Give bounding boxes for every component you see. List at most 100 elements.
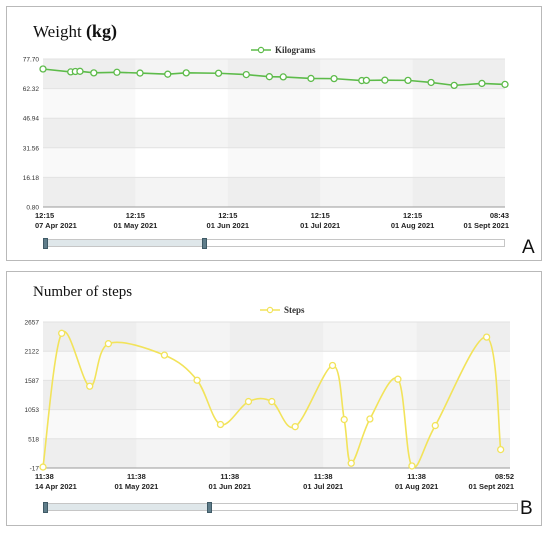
- weight-x-tick-date: 07 Apr 2021: [35, 221, 77, 230]
- weight-x-tick-time: 12:15: [403, 211, 422, 220]
- steps-data-point[interactable]: [394, 375, 402, 383]
- steps-x-tick-time: 11:38: [35, 472, 54, 481]
- steps-data-point[interactable]: [291, 423, 299, 431]
- weight-y-tick-label: 62.32: [23, 86, 40, 93]
- weight-data-point[interactable]: [76, 67, 84, 75]
- weight-grid-band: [43, 118, 505, 148]
- weight-y-tick-label: 77.70: [23, 57, 40, 64]
- weight-navigator-left-handle[interactable]: [43, 238, 48, 249]
- steps-data-point[interactable]: [366, 415, 374, 423]
- steps-x-tick-time: 11:38: [220, 472, 239, 481]
- weight-legend[interactable]: Kilograms: [251, 45, 316, 55]
- weight-panel: Weight (kg) Kilograms 77.70 62.32 46.94 31.…: [6, 6, 542, 261]
- weight-x-tick-time: 12:15: [218, 211, 237, 220]
- weight-data-point[interactable]: [265, 73, 274, 81]
- steps-navigator-right-handle[interactable]: [206, 502, 212, 513]
- steps-data-point[interactable]: [497, 445, 505, 454]
- steps-legend[interactable]: Steps: [260, 305, 305, 315]
- steps-y-tick-label: 1053: [25, 407, 40, 414]
- steps-navigator-range[interactable]: [44, 504, 210, 510]
- weight-grid-band: [43, 177, 505, 207]
- weight-data-point[interactable]: [136, 69, 144, 77]
- steps-x-tick-time: 11:38: [127, 472, 146, 481]
- steps-data-point[interactable]: [39, 463, 47, 471]
- weight-data-point[interactable]: [404, 76, 412, 85]
- steps-navigator-left-handle[interactable]: [43, 502, 48, 513]
- steps-data-point[interactable]: [58, 329, 66, 337]
- steps-data-point[interactable]: [86, 382, 94, 390]
- weight-grid-column: [413, 59, 505, 207]
- weight-legend-label: Kilograms: [275, 45, 316, 55]
- steps-grid-band: [43, 380, 510, 410]
- weight-x-tick-time: 12:15: [126, 211, 145, 220]
- weight-y-tick-label: 31.56: [23, 145, 40, 152]
- weight-data-point[interactable]: [427, 78, 435, 87]
- weight-legend-marker-icon: [251, 46, 271, 54]
- weight-data-point[interactable]: [362, 76, 371, 85]
- weight-y-tick-label: 46.94: [23, 116, 40, 123]
- weight-navigator-right-handle[interactable]: [202, 238, 207, 249]
- steps-data-point[interactable]: [340, 415, 348, 424]
- weight-data-point[interactable]: [113, 68, 121, 76]
- weight-data-point[interactable]: [450, 81, 458, 90]
- weight-range-navigator[interactable]: [43, 238, 505, 249]
- steps-data-point[interactable]: [482, 333, 491, 341]
- steps-x-tick-date: 01 Aug 2021: [395, 482, 439, 491]
- weight-x-tick-date: 01 May 2021: [114, 221, 158, 230]
- steps-data-point[interactable]: [244, 397, 253, 406]
- weight-x-tick-date: 01 Jun 2021: [207, 221, 250, 230]
- steps-data-point[interactable]: [193, 376, 201, 384]
- steps-grid-band: [43, 322, 510, 352]
- weight-x-tick-time: 12:15: [311, 211, 330, 220]
- steps-data-point[interactable]: [104, 340, 113, 348]
- panel-label-a: A: [522, 237, 535, 258]
- steps-range-navigator[interactable]: [43, 502, 518, 513]
- weight-data-point[interactable]: [478, 79, 486, 88]
- steps-grid-column: [43, 322, 136, 468]
- steps-y-tick-label: -17: [30, 466, 40, 473]
- weight-data-point[interactable]: [182, 69, 190, 77]
- steps-y-tick-label: 2122: [25, 349, 40, 356]
- steps-y-tick-label: 518: [28, 436, 39, 443]
- steps-data-point[interactable]: [431, 421, 439, 430]
- weight-x-tick-date: 01 Sept 2021: [464, 221, 509, 230]
- weight-data-point[interactable]: [90, 69, 98, 77]
- weight-data-point[interactable]: [381, 76, 389, 84]
- steps-data-point[interactable]: [268, 397, 276, 406]
- steps-legend-label: Steps: [284, 305, 305, 315]
- weight-x-tick-time: 12:15: [35, 211, 54, 220]
- weight-chart-title: Weight (kg): [33, 21, 117, 42]
- steps-y-tick-label: 1587: [25, 378, 40, 385]
- weight-y-tick-label: 16.18: [23, 175, 40, 182]
- steps-data-point[interactable]: [160, 351, 169, 359]
- steps-data-point[interactable]: [328, 361, 337, 370]
- weight-navigator-range[interactable]: [44, 240, 205, 246]
- weight-data-point[interactable]: [279, 73, 287, 81]
- weight-data-point[interactable]: [242, 70, 250, 79]
- weight-data-point[interactable]: [307, 74, 315, 83]
- weight-title-unit: (kg): [85, 21, 117, 41]
- weight-x-tick-date: 01 Jul 2021: [300, 221, 340, 230]
- steps-grid-column: [417, 322, 510, 468]
- weight-data-point[interactable]: [164, 70, 172, 78]
- weight-title-text: Weight: [33, 22, 82, 41]
- weight-data-point[interactable]: [501, 80, 509, 89]
- steps-x-tick-time: 11:38: [407, 472, 426, 481]
- weight-grid-column: [228, 59, 320, 207]
- steps-x-tick-date: 14 Apr 2021: [35, 482, 77, 491]
- steps-x-tick-time: 08:52: [495, 472, 514, 481]
- panel-label-b: B: [520, 498, 533, 519]
- steps-data-point[interactable]: [408, 462, 416, 470]
- steps-grid-column: [230, 322, 323, 468]
- weight-data-point[interactable]: [330, 74, 338, 83]
- weight-data-point[interactable]: [214, 69, 223, 77]
- steps-x-tick-time: 11:38: [314, 472, 333, 481]
- steps-grid-band: [43, 438, 510, 468]
- steps-data-point[interactable]: [347, 459, 355, 467]
- steps-panel: Number of steps Steps 2657 2122 1587 1053 51…: [6, 271, 542, 526]
- steps-chart-title: Number of steps: [33, 284, 133, 300]
- weight-data-point[interactable]: [39, 65, 47, 73]
- steps-data-point[interactable]: [216, 420, 225, 429]
